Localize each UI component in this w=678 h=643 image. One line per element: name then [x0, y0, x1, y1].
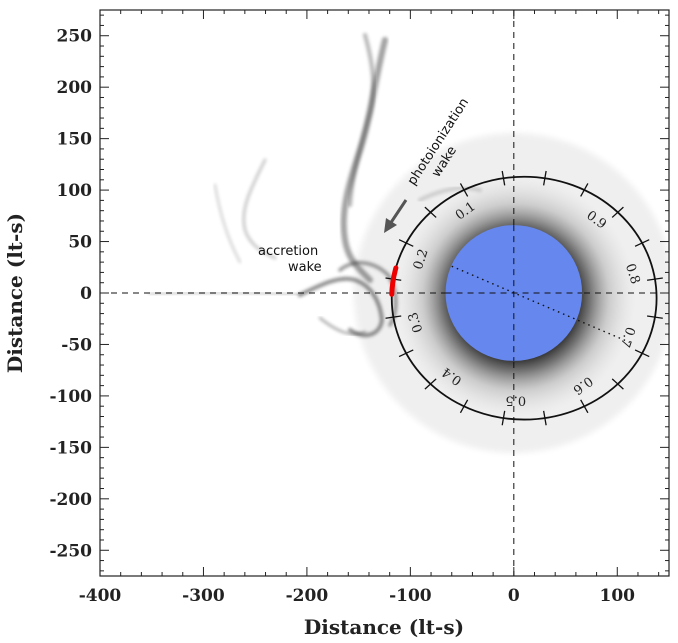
- wake-filament-5: [298, 276, 385, 338]
- x-axis-title: Distance (lt-s): [304, 615, 464, 639]
- orbit-tick-17: [634, 239, 650, 247]
- orbit-tick-4: [398, 239, 414, 247]
- phase-label-5: 0.5: [505, 392, 526, 407]
- x-tick-label-1: -400: [79, 586, 122, 606]
- highlight-arc: [389, 265, 399, 297]
- orbit-tick-1: [501, 170, 506, 186]
- y-tick-label-9: -150: [49, 438, 92, 458]
- y-tick-label-5: 50: [68, 233, 92, 253]
- y-tick-label-6: 0: [80, 284, 92, 304]
- y-tick-label-1: 250: [57, 27, 93, 47]
- orbit-tick-11: [542, 410, 547, 426]
- orbit-tick-8: [424, 378, 437, 390]
- wake-filament-4: [213, 183, 242, 264]
- accretion-wake-line-2: wake: [288, 260, 322, 275]
- y-tick-label-3: 150: [57, 130, 93, 150]
- wind-density-shading: [148, 33, 669, 453]
- phase-label-7: 0.7: [617, 325, 638, 349]
- phase-label-8: 0.8: [622, 262, 643, 286]
- wake-filament-7: [318, 316, 367, 336]
- wake-filament-2: [348, 33, 376, 207]
- accretion-wake-line-1: accretion: [258, 244, 318, 259]
- y-tick-label-11: -250: [49, 541, 92, 561]
- orbit-tick-6: [385, 315, 402, 319]
- orbit-tick-13: [611, 378, 624, 390]
- y-axis-ticks: 250 200 150 100 50 0 -50 -100 -150 -200 -250: [49, 14, 669, 572]
- star-layer: [445, 225, 630, 361]
- orbit-tick-20: [542, 170, 547, 186]
- wake-filament-3: [242, 158, 277, 260]
- x-tick-label-5: 0: [508, 586, 520, 606]
- x-tick-label-3: -200: [286, 586, 329, 606]
- orbit-tick-3: [424, 206, 437, 218]
- y-tick-label-2: 200: [57, 78, 93, 98]
- orbit-tick-12: [580, 399, 589, 414]
- x-tick-label-2: -300: [182, 586, 225, 606]
- y-axis-title: Distance (lt-s): [3, 213, 27, 373]
- phase-label-3: 0.3: [406, 310, 427, 334]
- x-tick-label-4: -100: [389, 586, 432, 606]
- y-tick-label-10: -200: [49, 490, 92, 510]
- plot-area: 0.10.20.30.40.50.60.70.80.9: [100, 10, 669, 576]
- y-tick-label-8: -100: [49, 387, 92, 407]
- orbit-tick-14: [634, 349, 650, 358]
- y-tick-label-4: 100: [57, 181, 93, 201]
- phase-label-2: 0.2: [411, 247, 432, 271]
- orbit-tick-10: [501, 410, 506, 426]
- photoionization-arrow: [384, 199, 408, 233]
- orbit-tick-9: [459, 399, 469, 414]
- orbit-tick-19: [580, 183, 589, 197]
- y-tick-label-7: -50: [61, 335, 92, 355]
- accretion-wake-annotation: accretion wake: [258, 244, 322, 275]
- x-tick-label-6: 100: [600, 586, 636, 606]
- orbit-tick-15: [647, 315, 663, 319]
- orbit-tick-2: [459, 183, 469, 197]
- x-axis-ticks: -400 -300 -200 -100 0 100: [79, 10, 660, 606]
- orbit-tick-7: [398, 349, 414, 358]
- wake-filament-9: [418, 186, 482, 202]
- orbit-tick-16: [647, 277, 663, 281]
- wake-filament-6: [338, 261, 398, 327]
- orbit-tick-18: [611, 206, 624, 218]
- orbit-ellipse: [390, 175, 658, 421]
